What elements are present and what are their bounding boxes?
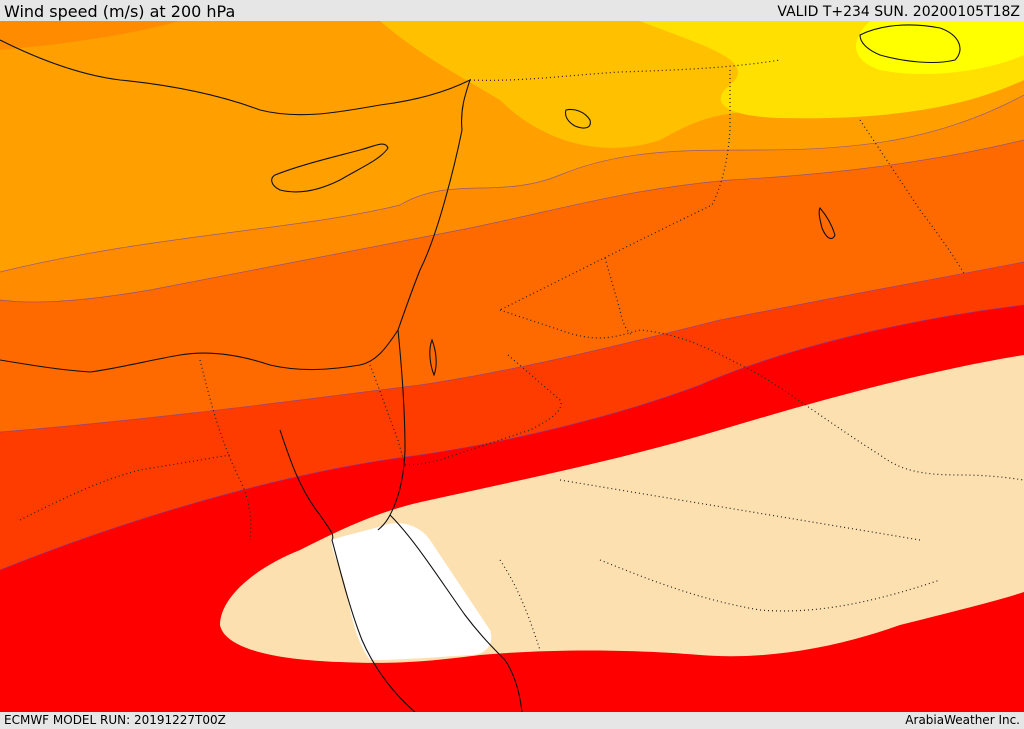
coastline-red-sea-west: [331, 539, 416, 712]
border-9: [599, 559, 941, 612]
coastline-dead-sea: [429, 338, 437, 377]
coastline-levant: [397, 129, 463, 331]
credit-label: ArabiaWeather Inc.: [905, 713, 1020, 727]
contour-2: [0, 139, 1024, 303]
border-11: [859, 119, 966, 276]
band-dark-corner: [0, 21, 180, 50]
model-run-label: ECMWF MODEL RUN: 20191227T00Z: [4, 713, 226, 727]
coastline-caspian: [859, 24, 961, 64]
coastline-lake: [564, 108, 591, 129]
border-8: [559, 479, 921, 541]
contour-4: [0, 304, 1024, 571]
coastline-suez-west: [279, 429, 334, 541]
wind-speed-map[interactable]: [0, 21, 1024, 712]
coastline-cyprus: [271, 143, 389, 193]
contour-3: [0, 261, 1024, 433]
border-6: [369, 364, 406, 466]
border-2: [499, 70, 731, 311]
footer-bar: ECMWF MODEL RUN: 20191227T00Z ArabiaWeat…: [0, 712, 1024, 729]
valid-time: VALID T+234 SUN. 20200105T18Z: [777, 4, 1020, 20]
coastline-sinai-east: [377, 329, 406, 531]
map-title: Wind speed (m/s) at 200 hPa: [4, 2, 236, 21]
contour-1: [0, 94, 1024, 273]
band-bright-yellow: [856, 21, 1024, 75]
region-white: [331, 523, 492, 660]
header-bar: Wind speed (m/s) at 200 hPa VALID T+234 …: [0, 0, 1024, 21]
coastline-turkey: [0, 39, 471, 131]
coastline-egypt-med: [0, 329, 399, 373]
border-3: [499, 309, 1024, 481]
coastline-lake-urmia: [818, 207, 836, 240]
coastline-red-sea-east: [389, 514, 523, 712]
